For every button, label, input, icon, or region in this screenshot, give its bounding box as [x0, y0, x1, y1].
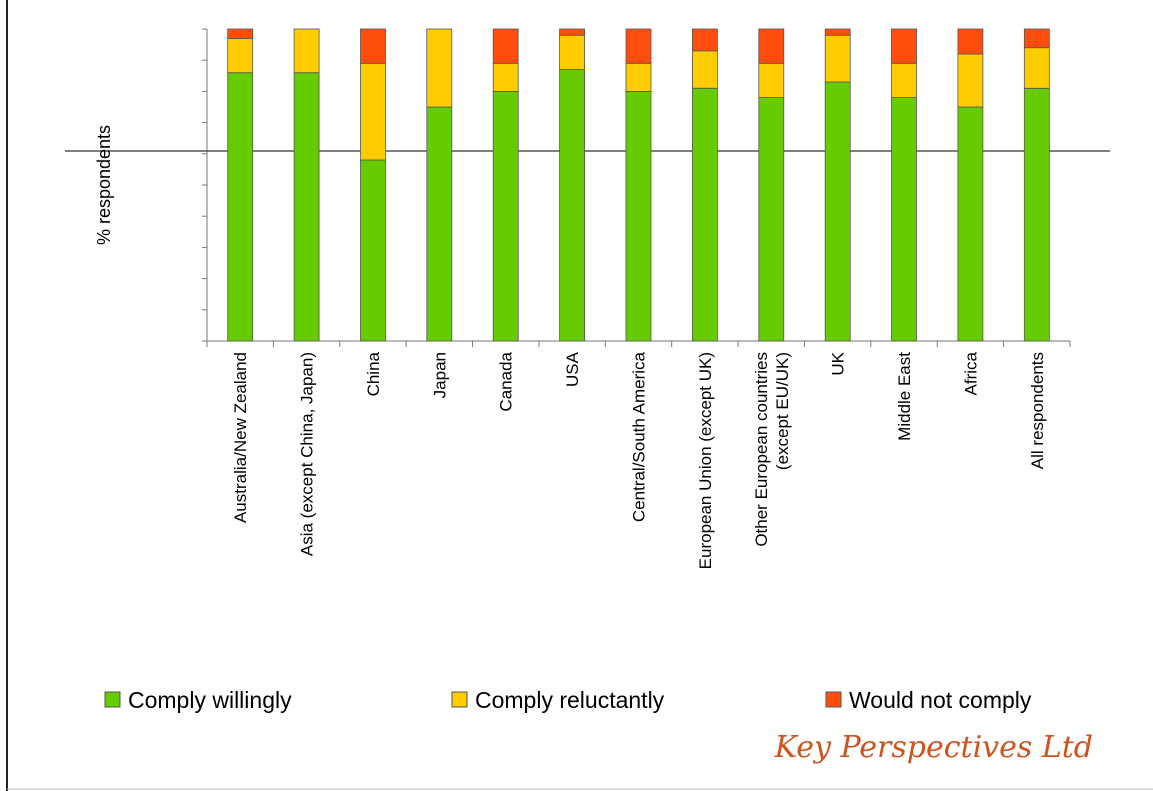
- bar-segment-would-not-comply: [758, 28, 785, 64]
- bar-segment-comply-willingly: [957, 106, 984, 342]
- bar-segment-would-not-comply: [1023, 28, 1050, 49]
- bar-segment-comply-reluctantly: [824, 34, 851, 83]
- legend-swatch: [104, 691, 121, 708]
- bar-segment-comply-willingly: [891, 97, 917, 342]
- bar-segment-would-not-comply: [360, 28, 386, 64]
- bar-segment-would-not-comply: [957, 28, 984, 55]
- bar-segment-comply-reluctantly: [492, 62, 519, 92]
- bar-segment-comply-reluctantly: [360, 62, 386, 161]
- bar-segment-would-not-comply: [227, 28, 254, 39]
- bar-segment-comply-reluctantly: [957, 53, 984, 108]
- bar-segment-comply-willingly: [1023, 87, 1050, 342]
- bars-group: [227, 28, 1050, 342]
- bar-segment-comply-reluctantly: [625, 62, 652, 92]
- bar-segment-would-not-comply: [559, 28, 585, 36]
- legend-label: Would not comply: [849, 687, 1032, 713]
- bar-segment-comply-willingly: [824, 81, 851, 342]
- x-tick-label: Japan: [430, 352, 449, 398]
- bar-segment-comply-willingly: [360, 159, 386, 342]
- bar-segment-comply-willingly: [426, 106, 453, 342]
- bar-segment-comply-reluctantly: [891, 62, 917, 98]
- legend: Comply willingly Comply reluctantly Would …: [104, 687, 1032, 713]
- bar-segment-comply-reluctantly: [1023, 47, 1050, 89]
- bar-segment-comply-willingly: [758, 97, 785, 342]
- bar-segment-would-not-comply: [492, 28, 519, 64]
- brand-logo: Key Perspectives Ltd: [774, 730, 1093, 765]
- bar-segment-comply-reluctantly: [692, 50, 718, 89]
- x-tick-label: Canada: [497, 351, 516, 411]
- x-tick-label: UK: [829, 351, 848, 375]
- x-tick-label: Asia (except China, Japan): [298, 352, 317, 556]
- legend-label: Comply reluctantly: [475, 687, 665, 713]
- bar-segment-comply-willingly: [625, 91, 652, 342]
- legend-swatch: [451, 691, 468, 708]
- bar-segment-comply-willingly: [293, 72, 320, 342]
- x-tick-label: Australia/New Zealand: [231, 352, 250, 523]
- plot-area: [65, 28, 1110, 347]
- bar-segment-comply-reluctantly: [559, 34, 585, 70]
- x-tick-labels: Australia/New Zealand Asia (except China,…: [231, 351, 1047, 569]
- bar-segment-comply-willingly: [692, 87, 718, 342]
- x-tick-label: Middle East: [895, 352, 914, 441]
- bar-segment-comply-reluctantly: [758, 62, 785, 98]
- bar-segment-would-not-comply: [824, 28, 851, 36]
- x-tick-label: European Union (except UK): [696, 352, 715, 569]
- bar-segment-comply-reluctantly: [227, 38, 254, 74]
- bar-segment-would-not-comply: [692, 28, 718, 52]
- bar-segment-comply-reluctantly: [426, 28, 453, 108]
- x-tick-label: USA: [563, 351, 582, 387]
- bar-segment-comply-willingly: [559, 69, 585, 342]
- bar-segment-would-not-comply: [891, 28, 917, 64]
- legend-label: Comply willingly: [128, 687, 292, 713]
- bar-segment-comply-willingly: [227, 72, 254, 342]
- bar-segment-comply-reluctantly: [293, 28, 320, 74]
- legend-swatch: [825, 691, 842, 708]
- y-axis-label: % respondents: [94, 125, 114, 245]
- x-tick-label: China: [364, 351, 383, 396]
- x-tick-label: All respondents: [1028, 352, 1047, 469]
- x-tick-label: Other European countries (except EU/UK): [752, 352, 792, 547]
- x-tick-label: Central/South America: [630, 351, 649, 522]
- x-tick-label: Africa: [961, 351, 980, 395]
- bar-segment-would-not-comply: [625, 28, 652, 64]
- bar-segment-comply-willingly: [492, 91, 519, 342]
